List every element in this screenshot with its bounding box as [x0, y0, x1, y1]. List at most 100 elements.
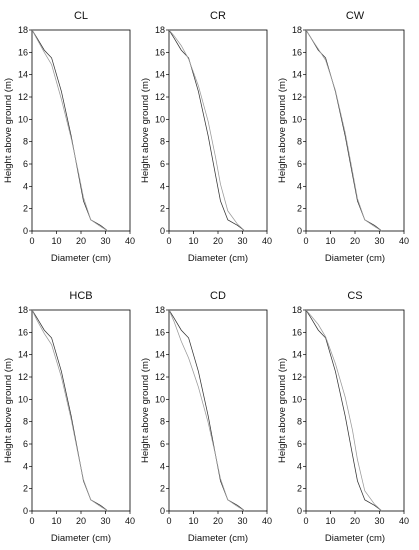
y-tick-label: 14 [18, 70, 28, 80]
panel-title: CD [210, 290, 226, 302]
y-tick-label: 16 [292, 327, 302, 337]
y-tick-label: 18 [292, 25, 302, 35]
panel-hcb: HCB 0 2 4 6 8 10 12 14 16 18 0 10 20 30 40 Diameter (cm)… [3, 290, 135, 544]
x-tick-label: 0 [166, 236, 171, 246]
y-tick-label: 6 [23, 159, 28, 169]
plot-frame [31, 29, 131, 232]
x-axis-label: Diameter (cm) [51, 533, 111, 544]
y-tick-label: 2 [297, 204, 302, 214]
x-tick-label: 40 [262, 236, 272, 246]
y-tick-label: 2 [23, 484, 28, 494]
series-line-2 [31, 29, 109, 232]
y-tick-label: 10 [292, 114, 302, 124]
x-tick-label: 30 [374, 516, 384, 526]
y-tick-label: 18 [292, 305, 302, 315]
panel-cd: CD 0 2 4 6 8 10 12 14 16 18 0 10 20 30 40 Diameter (cm) H… [140, 290, 272, 544]
y-tick-label: 18 [155, 25, 165, 35]
y-tick-label: 14 [18, 350, 28, 360]
y-tick-label: 4 [297, 181, 302, 191]
panel-title: CW [346, 10, 365, 22]
series-line-1 [31, 29, 109, 232]
y-tick-label: 12 [18, 372, 28, 382]
series-line-2 [168, 29, 246, 232]
panel-title: CR [210, 10, 226, 22]
x-tick-label: 0 [29, 516, 34, 526]
y-axis-label: Height above ground (m) [140, 78, 151, 183]
y-axis-label: Height above ground (m) [140, 358, 151, 463]
y-tick-label: 8 [297, 417, 302, 427]
panel-title: CL [74, 10, 88, 22]
y-tick-label: 2 [160, 204, 165, 214]
y-tick-label: 10 [292, 394, 302, 404]
y-tick-label: 18 [18, 305, 28, 315]
x-axis-label: Diameter (cm) [188, 533, 248, 544]
y-tick-label: 12 [18, 92, 28, 102]
series-line-1 [168, 309, 246, 512]
x-tick-label: 20 [76, 516, 86, 526]
x-tick-label: 10 [51, 516, 61, 526]
y-tick-label: 6 [23, 439, 28, 449]
y-tick-label: 8 [297, 137, 302, 147]
y-tick-label: 16 [155, 47, 165, 57]
panel-cl: CL 0 2 4 6 8 10 12 14 16 18 0 10 20 30 40 Diameter (cm) H… [3, 10, 135, 264]
x-tick-label: 30 [100, 236, 110, 246]
x-tick-label: 40 [399, 236, 409, 246]
y-tick-label: 12 [155, 92, 165, 102]
y-tick-label: 0 [23, 506, 28, 516]
x-tick-label: 10 [325, 516, 335, 526]
x-tick-label: 20 [350, 516, 360, 526]
y-tick-label: 0 [297, 506, 302, 516]
y-tick-label: 8 [23, 417, 28, 427]
y-tick-label: 2 [160, 484, 165, 494]
panel-cw: CW 0 2 4 6 8 10 12 14 16 18 0 10 20 30 40 Diameter (cm) H… [277, 10, 409, 264]
plot-frame [31, 309, 131, 512]
y-tick-label: 0 [297, 226, 302, 236]
y-tick-label: 16 [18, 47, 28, 57]
y-tick-label: 14 [155, 350, 165, 360]
y-tick-label: 16 [155, 327, 165, 337]
x-tick-label: 40 [399, 516, 409, 526]
y-tick-label: 6 [297, 159, 302, 169]
series-line-1 [305, 309, 383, 512]
y-tick-label: 6 [160, 439, 165, 449]
y-tick-label: 14 [292, 70, 302, 80]
series-line-2 [168, 309, 246, 512]
series-line-1 [168, 29, 246, 232]
x-tick-label: 20 [76, 236, 86, 246]
plot-frame [168, 29, 268, 232]
y-tick-label: 2 [23, 204, 28, 214]
x-tick-label: 30 [100, 516, 110, 526]
y-axis-label: Height above ground (m) [277, 78, 288, 183]
x-tick-label: 10 [188, 236, 198, 246]
x-tick-label: 0 [303, 516, 308, 526]
y-tick-label: 10 [18, 394, 28, 404]
y-tick-label: 4 [297, 461, 302, 471]
y-tick-label: 8 [23, 137, 28, 147]
y-tick-label: 12 [292, 92, 302, 102]
plot-frame [305, 29, 405, 232]
x-tick-label: 10 [188, 516, 198, 526]
y-tick-label: 6 [160, 159, 165, 169]
plot-frame [168, 309, 268, 512]
x-tick-label: 20 [213, 516, 223, 526]
x-tick-label: 40 [125, 236, 135, 246]
y-tick-label: 2 [297, 484, 302, 494]
plot-frame [305, 309, 405, 512]
y-tick-label: 12 [292, 372, 302, 382]
x-axis-label: Diameter (cm) [325, 253, 385, 264]
y-axis-label: Height above ground (m) [3, 358, 14, 463]
y-tick-label: 10 [18, 114, 28, 124]
x-tick-label: 30 [237, 516, 247, 526]
x-tick-label: 0 [166, 516, 171, 526]
x-axis-label: Diameter (cm) [325, 533, 385, 544]
panel-title: CS [347, 290, 362, 302]
x-tick-label: 30 [374, 236, 384, 246]
y-tick-label: 4 [23, 181, 28, 191]
panel-cr: CR 0 2 4 6 8 10 12 14 16 18 0 10 20 30 40 Diameter (cm) H… [140, 10, 272, 264]
y-tick-label: 18 [18, 25, 28, 35]
series-line-2 [305, 29, 383, 232]
y-tick-label: 16 [18, 327, 28, 337]
x-axis-label: Diameter (cm) [188, 253, 248, 264]
y-axis-label: Height above ground (m) [277, 358, 288, 463]
